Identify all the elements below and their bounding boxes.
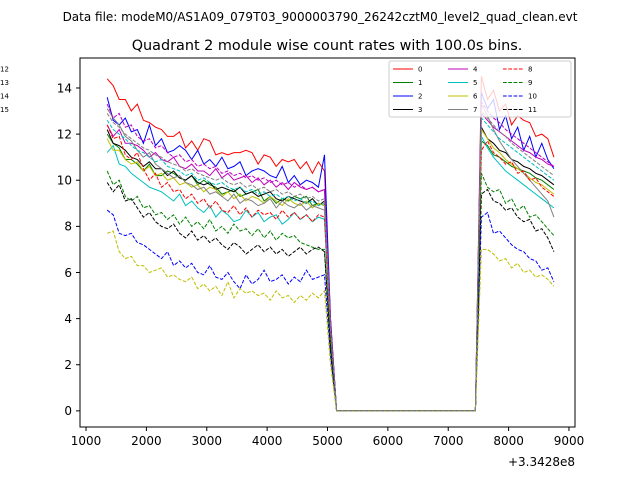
chart-suptitle: Data file: modeM0/AS1A09_079T03_90000037…	[63, 10, 578, 24]
y-tick-label: 14	[57, 81, 72, 95]
x-tick-label: 2000	[131, 434, 162, 448]
tick-layer: 1000 2000 3000 4000 5000 6000 7000 8000 9000 0 2 4 6…	[57, 81, 585, 448]
y-tick-label: 4	[64, 312, 72, 326]
legend-label-7: 7	[473, 106, 477, 114]
legend-label-2: 2	[418, 93, 422, 101]
x-tick-label: 4000	[252, 434, 283, 448]
legend-label-0: 0	[418, 66, 422, 74]
chart-title: Quadrant 2 module wise count rates with …	[132, 38, 523, 54]
x-tick-label: 6000	[373, 434, 404, 448]
y-tick-label: 0	[64, 404, 72, 418]
legend-label-12: 12	[0, 66, 9, 74]
x-tick-label: 9000	[554, 434, 585, 448]
legend-label-1: 1	[418, 79, 422, 87]
x-tick-label: 5000	[312, 434, 343, 448]
series-line-14	[107, 230, 555, 412]
legend-label-9: 9	[528, 79, 532, 87]
legend-label-5: 5	[473, 79, 477, 87]
y-tick-label: 10	[57, 174, 72, 188]
y-tick-label: 8	[64, 220, 72, 234]
plot-frame	[79, 57, 576, 428]
x-tick-label: 3000	[191, 434, 222, 448]
legend-label-4: 4	[473, 66, 478, 74]
x-tick-label: 7000	[433, 434, 464, 448]
series-line-15	[106, 109, 555, 412]
legend-label-15: 15	[0, 106, 9, 114]
x-offset-label: +3.3428e8	[508, 455, 575, 469]
x-tick-label: 8000	[493, 434, 524, 448]
y-tick-label: 6	[64, 266, 72, 280]
legend-box	[388, 60, 572, 118]
legend-label-6: 6	[473, 93, 478, 101]
series-layer	[106, 76, 555, 412]
x-tick-label: 1000	[71, 434, 102, 448]
legend-label-8: 8	[528, 66, 532, 74]
legend-label-11: 11	[528, 106, 537, 114]
series-line-11	[106, 182, 555, 412]
y-tick-label: 12	[57, 127, 72, 141]
legend-label-10: 10	[528, 93, 537, 101]
y-tick-label: 2	[64, 358, 72, 372]
legend-label-3: 3	[418, 106, 422, 114]
legend-label-14: 14	[0, 93, 9, 101]
legend-label-13: 13	[0, 79, 9, 87]
